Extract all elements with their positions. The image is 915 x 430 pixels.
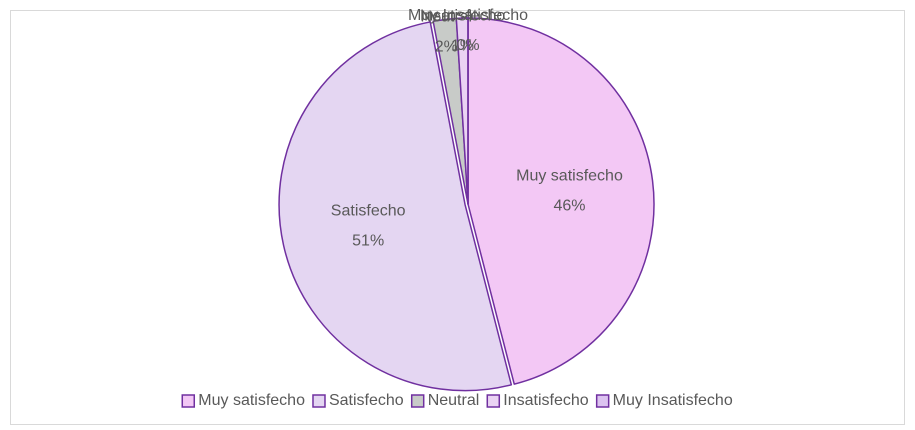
slice-label: Insatisfecho: [420, 7, 505, 24]
legend-label: Insatisfecho: [503, 392, 588, 409]
slice-value-label: 51%: [352, 233, 384, 250]
slice-label: Satisfecho: [331, 203, 406, 220]
slice-value-label: 46%: [553, 197, 585, 214]
legend: Muy satisfecho Satisfecho Neutral Insatisfe…: [181, 392, 733, 409]
slice-label: Muy Insatisfecho: [408, 7, 528, 24]
legend-label: Neutral: [428, 392, 480, 409]
legend-label: Muy satisfecho: [198, 392, 305, 409]
slice-value-label: 0%: [456, 37, 479, 54]
legend-swatch: [312, 394, 326, 408]
legend-label: Muy Insatisfecho: [613, 392, 733, 409]
legend-swatch: [595, 394, 610, 408]
pie-slice: [467, 17, 655, 385]
legend-swatch: [181, 394, 196, 408]
legend-swatch: [486, 394, 501, 408]
legend-label: Satisfecho: [329, 392, 404, 409]
pie-slice: [278, 21, 513, 392]
slice-value-label: 2%: [435, 39, 458, 56]
slice-label: Muy satisfecho: [516, 167, 623, 184]
legend-swatch: [410, 394, 425, 408]
